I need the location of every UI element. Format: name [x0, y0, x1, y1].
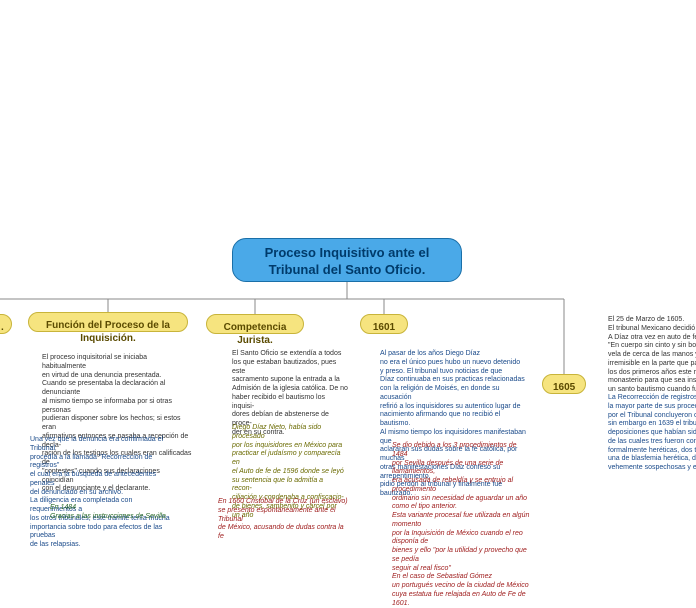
level2-node-0: .	[0, 314, 12, 334]
level2-node-3: 1601	[360, 314, 408, 334]
textbox-9: La Recorrección de registros y a ola may…	[608, 394, 696, 473]
level2-node-4: 1605	[542, 374, 586, 394]
root-node: Proceso Inquisitivo ante el Tribunal del…	[232, 238, 462, 282]
root-line1: Proceso Inquisitivo ante el	[243, 245, 451, 262]
textbox-7: Se dio debido a los 3 procedimientos de …	[392, 442, 532, 608]
level2-node-2: Competencia Jurista.	[206, 314, 304, 334]
root-line2: Tribunal del Santo Oficio.	[243, 262, 451, 279]
textbox-8: El 25 de Marzo de 1605.El tribunal Mexic…	[608, 316, 696, 395]
textbox-2: En 1484Gracias a las instrucciones de Se…	[50, 504, 180, 522]
textbox-1: Una vez que la denuncia era confirmada e…	[30, 436, 180, 550]
level2-node-1: Función del Proceso de la Inquisición.	[28, 312, 188, 332]
